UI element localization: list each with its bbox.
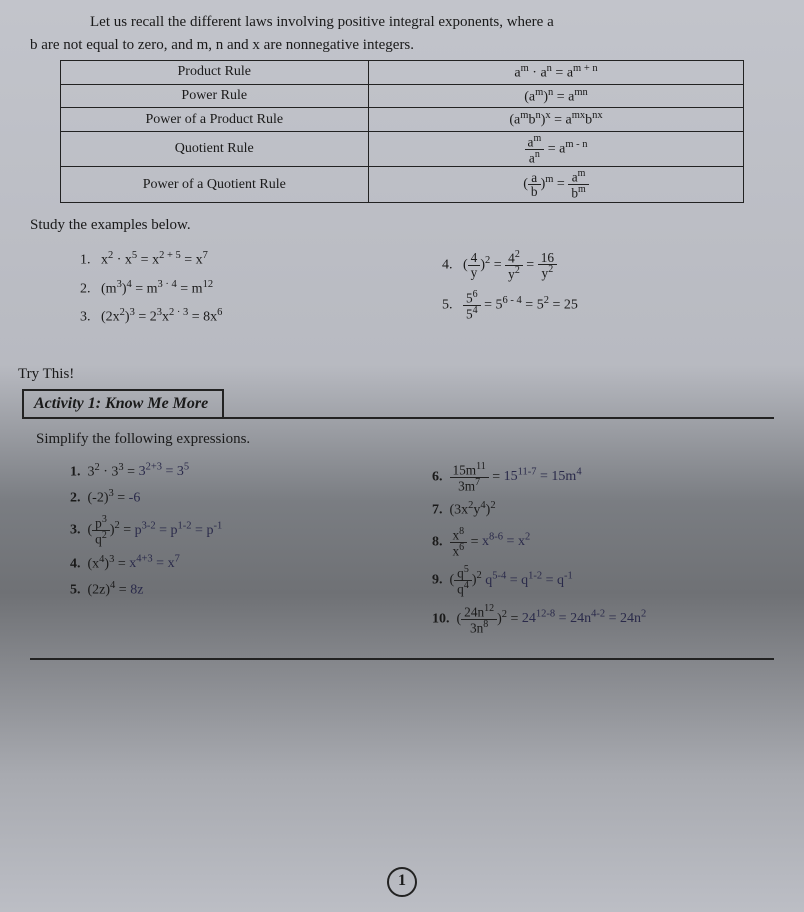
- problem-item: 6. 15m113m7 = 1511-7 = 15m4: [432, 462, 774, 492]
- intro-text-2: b are not equal to zero, and m, n and x …: [30, 37, 774, 54]
- problem-item: 3. (p3q2)2 = p3-2 = p1-2 = p-1: [70, 515, 412, 545]
- problem-item: 5. (2z)4 = 8z: [70, 580, 412, 599]
- page-number-circle: 1: [387, 867, 417, 897]
- problems-left-col: 1. 32 · 33 = 32+3 = 35 2. (-2)3 = -6 3. (p…: [70, 454, 412, 642]
- rule-name: Quotient Rule: [61, 131, 369, 166]
- activity-heading: Activity 1: Know Me More: [22, 389, 224, 419]
- rule-name: Power of a Quotient Rule: [61, 167, 369, 202]
- problem-item: 4. (x4)3 = x4+3 = x7: [70, 554, 412, 573]
- study-label: Study the examples below.: [30, 217, 774, 234]
- rule-name: Power of a Product Rule: [61, 108, 369, 132]
- rules-table: Product Ruleam · an = am + nPower Rule(a…: [60, 60, 744, 203]
- rule-row: Power of a Product Rule(ambn)x = amxbnx: [61, 108, 744, 132]
- problem-item: 2. (-2)3 = -6: [70, 488, 412, 507]
- rule-row: Power Rule(am)n = amn: [61, 84, 744, 108]
- problems-right-col: 6. 15m113m7 = 1511-7 = 15m4 7. (3x2y4)2 8…: [432, 454, 774, 642]
- rule-formula: (ab)m = ambm: [368, 167, 744, 202]
- rule-name: Power Rule: [61, 84, 369, 108]
- rule-row: Power of a Quotient Rule(ab)m = ambm: [61, 167, 744, 202]
- rule-name: Product Rule: [61, 61, 369, 85]
- problems-block: 1. 32 · 33 = 32+3 = 35 2. (-2)3 = -6 3. (p…: [70, 454, 774, 642]
- examples-block: 1. x2 · x5 = x2 + 5 = x7 2. (m3)4 = m3 · …: [80, 240, 774, 336]
- simplify-label: Simplify the following expressions.: [36, 431, 774, 448]
- rule-formula: am · an = am + n: [368, 61, 744, 85]
- example-item: 4. (4y)2 = 42y2 = 16y2: [442, 250, 774, 280]
- problem-item: 10. (24n123n8)2 = 2412-8 = 24n4-2 = 24n2: [432, 604, 774, 634]
- rule-row: Quotient Ruleaman = am - n: [61, 131, 744, 166]
- try-this-label: Try This!: [18, 366, 774, 383]
- simplify-section: Simplify the following expressions. 1. 3…: [30, 417, 774, 660]
- problem-item: 8. x8x6 = x8-6 = x2: [432, 527, 774, 557]
- worksheet-page: Let us recall the different laws involvi…: [0, 0, 804, 912]
- activity-title: Know Me More: [105, 395, 208, 412]
- activity-number: Activity 1:: [34, 395, 101, 412]
- example-item: 5. 5654 = 56 - 4 = 52 = 25: [442, 290, 774, 320]
- rule-formula: (ambn)x = amxbnx: [368, 108, 744, 132]
- examples-left-col: 1. x2 · x5 = x2 + 5 = x7 2. (m3)4 = m3 · …: [80, 240, 412, 336]
- problem-item: 7. (3x2y4)2: [432, 500, 774, 519]
- example-item: 2. (m3)4 = m3 · 4 = m12: [80, 279, 412, 298]
- problem-item: 9. (q5q4)2 q5-4 = q1-2 = q-1: [432, 565, 774, 595]
- example-item: 1. x2 · x5 = x2 + 5 = x7: [80, 250, 412, 269]
- rule-formula: (am)n = amn: [368, 84, 744, 108]
- rule-formula: aman = am - n: [368, 131, 744, 166]
- example-item: 3. (2x2)3 = 23x2 · 3 = 8x6: [80, 307, 412, 326]
- examples-right-col: 4. (4y)2 = 42y2 = 16y2 5. 5654 = 56 - 4 =…: [442, 240, 774, 336]
- intro-text-1: Let us recall the different laws involvi…: [30, 12, 774, 33]
- rule-row: Product Ruleam · an = am + n: [61, 61, 744, 85]
- problem-item: 1. 32 · 33 = 32+3 = 35: [70, 462, 412, 481]
